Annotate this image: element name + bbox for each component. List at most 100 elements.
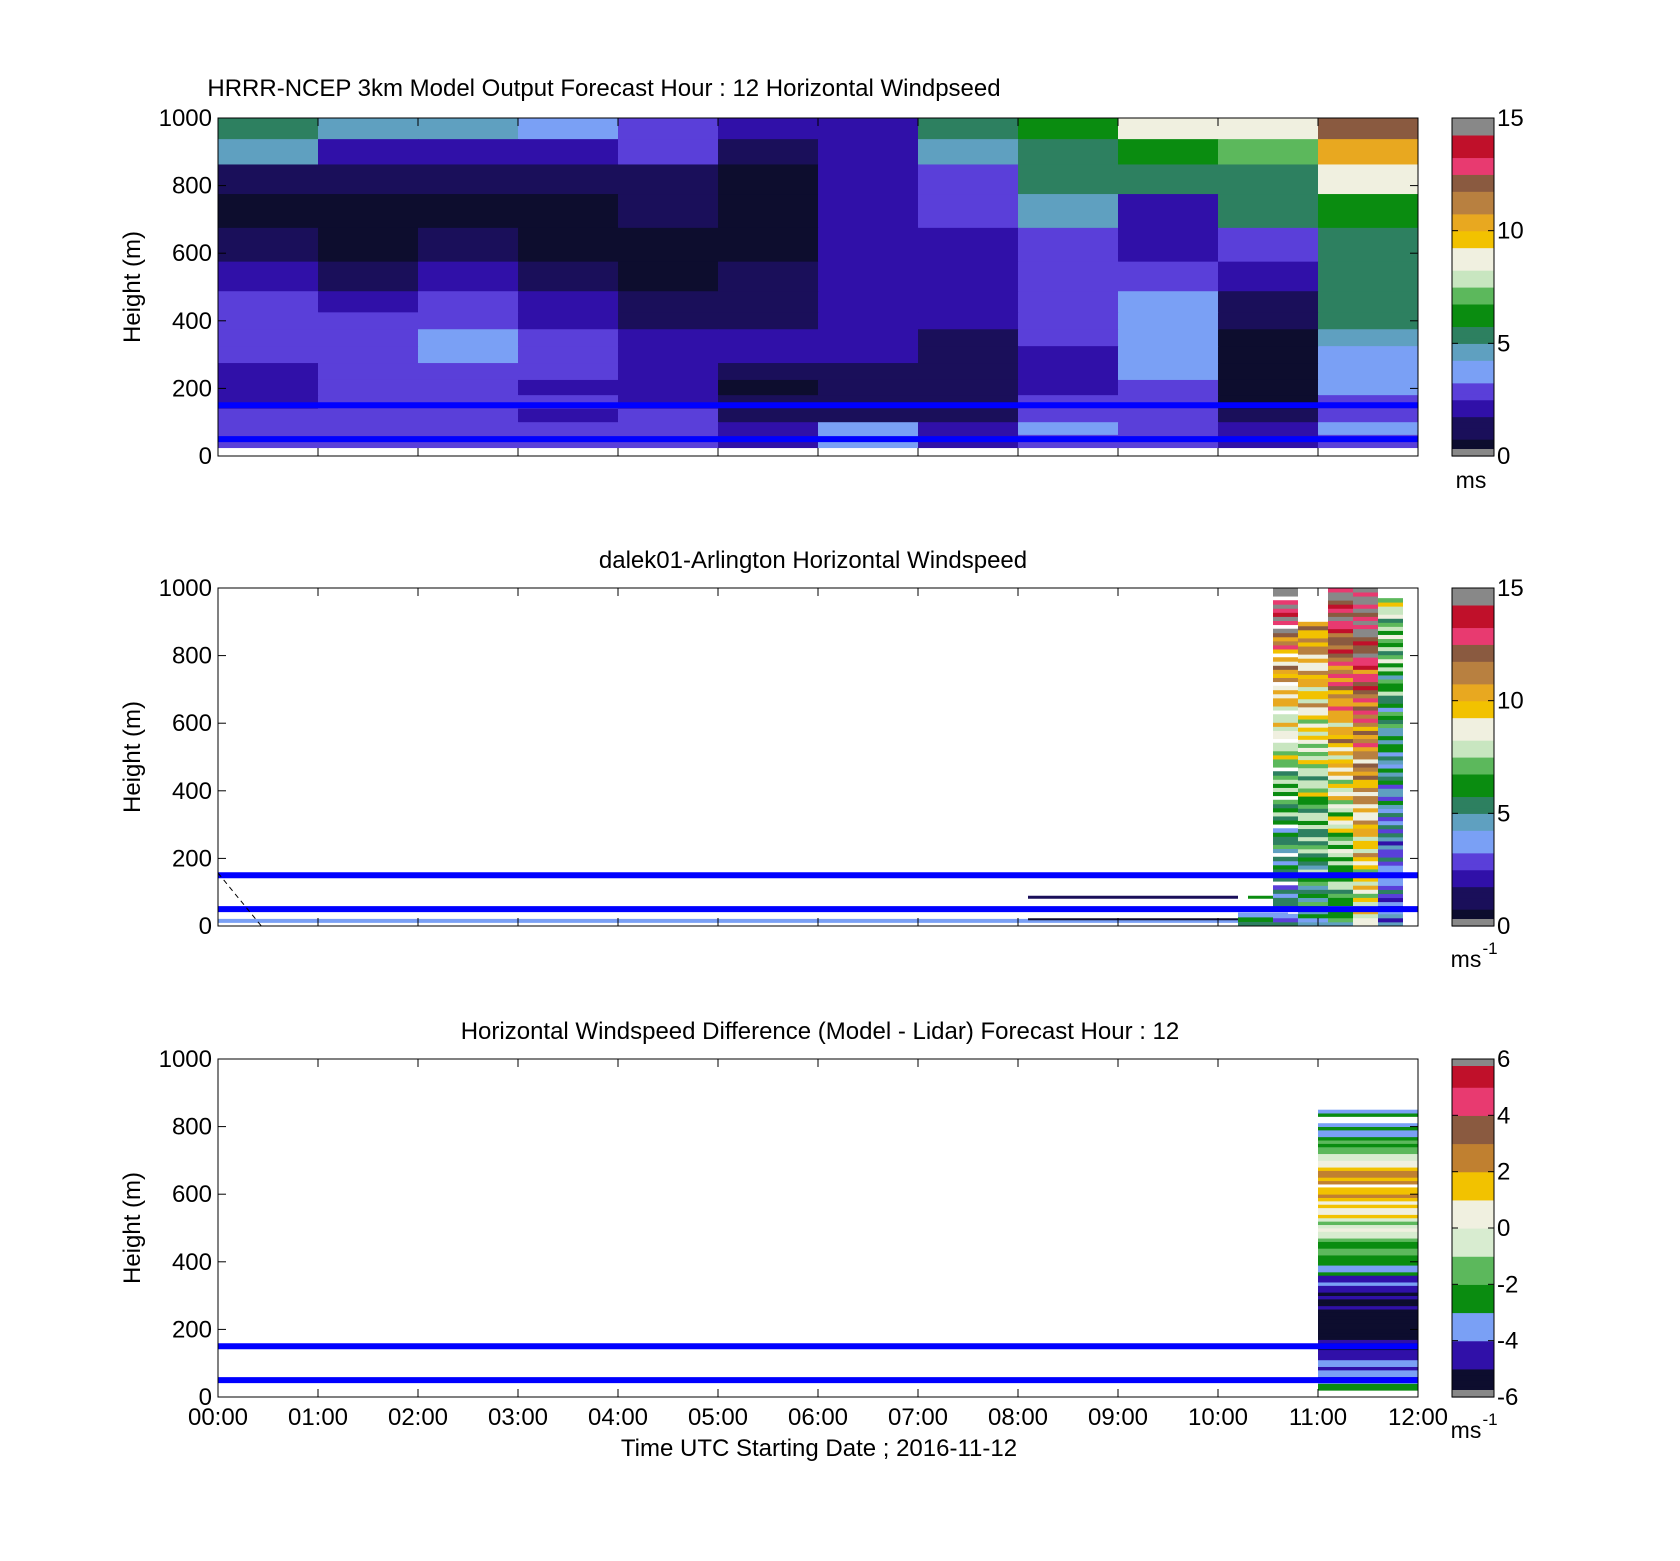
heatmap-cell (1298, 885, 1328, 890)
heatmap-cell (1328, 917, 1353, 923)
colorbar-segment (1452, 711, 1494, 719)
heatmap-cell (1298, 759, 1328, 765)
y-tick-label: 800 (172, 1114, 212, 1141)
colorbar-segment (1452, 1137, 1494, 1145)
heatmap-cell (1318, 363, 1419, 381)
heatmap-cell (1298, 682, 1328, 688)
heatmap-cell (1353, 689, 1378, 695)
heatmap-cell (1273, 746, 1298, 752)
heatmap-cell (1328, 775, 1353, 780)
heatmap-cell (918, 164, 1019, 195)
heatmap-cell (1378, 662, 1403, 668)
heatmap-cell (718, 346, 819, 364)
heatmap-cell (718, 422, 819, 436)
heatmap-cell (1328, 807, 1353, 813)
x-tick-label: 03:00 (488, 1404, 548, 1431)
heatmap-cell (318, 363, 419, 381)
heatmap-cell (418, 422, 519, 436)
colorbar-segment (1452, 633, 1494, 640)
colorbar-tick-label: -4 (1497, 1328, 1518, 1355)
heatmap-cell (1353, 836, 1378, 841)
y-axis: 0 200 400 600 800 1000 (159, 1046, 1418, 1411)
heatmap-cell (1298, 820, 1328, 825)
colorbar-segment (1452, 253, 1494, 260)
heatmap-cell (1273, 803, 1298, 809)
heatmap-cell (1328, 746, 1353, 752)
heatmap-cell (1218, 329, 1319, 347)
heatmap-cell (1353, 734, 1378, 740)
heatmap-cell (1298, 731, 1328, 736)
heatmap-cell (1328, 897, 1353, 902)
heatmap-cell (1378, 638, 1403, 644)
colorbar-segment (1452, 208, 1494, 215)
heatmap-cell (1298, 702, 1328, 708)
heatmap-cell (1353, 913, 1378, 919)
heatmap-cell (1353, 811, 1378, 817)
heatmap-cell (1353, 820, 1378, 825)
heatmap-cell (1298, 755, 1328, 761)
heatmap-cell (1298, 751, 1328, 757)
heatmap-cell (1318, 1339, 1418, 1344)
heatmap-cell (1328, 864, 1353, 870)
heatmap-cell (1273, 689, 1298, 695)
heatmap-cell (718, 363, 819, 381)
heatmap-cell (1378, 865, 1403, 870)
heatmap-cell (1318, 1298, 1418, 1303)
heatmap-cell (1273, 820, 1298, 825)
heatmap-cell (1353, 848, 1378, 854)
colorbar-segment (1452, 1390, 1494, 1397)
heatmap-cell (1353, 816, 1378, 821)
heatmap-cell (1318, 1129, 1418, 1134)
heatmap-cell (1273, 734, 1298, 740)
heatmap-cell (1318, 1194, 1418, 1198)
heatmap-cell (418, 408, 519, 423)
heatmap-cell (1378, 893, 1403, 899)
colorbar-segment (1452, 1075, 1494, 1083)
heatmap-cell (1318, 1295, 1418, 1300)
heatmap-cell (1353, 702, 1378, 707)
colorbar-segment (1452, 734, 1494, 741)
heatmap-cell (1318, 1282, 1418, 1286)
heatmap-cell (1378, 711, 1403, 716)
heatmap-cell (1273, 885, 1298, 890)
heatmap-cell (1318, 1146, 1418, 1151)
heatmap-cell (518, 194, 619, 229)
heatmap-cell (1273, 856, 1298, 862)
colorbar-segment (1452, 1301, 1494, 1308)
colorbar-tick-label: 15 (1497, 575, 1524, 602)
heatmap-cell (1328, 649, 1353, 654)
colorbar-segment (1452, 230, 1494, 237)
heatmap-cell (818, 227, 919, 263)
heatmap-cell (1378, 760, 1403, 765)
heatmap-cell (1353, 697, 1378, 703)
heatmap-cell (1218, 164, 1319, 195)
heatmap-cell (1353, 868, 1378, 874)
guide-lines (218, 872, 1418, 913)
heatmap-cell (218, 118, 319, 140)
heatmap-cell (1353, 738, 1378, 744)
colorbar-segment (1452, 129, 1494, 136)
heatmap-cell (1318, 194, 1419, 229)
heatmap-cell (1328, 604, 1353, 609)
colorbar-segment (1452, 751, 1494, 758)
heatmap-cell (1353, 917, 1378, 923)
y-tick-label: 600 (172, 240, 212, 267)
heatmap-cell (1298, 840, 1328, 846)
heatmap-cell (1118, 164, 1219, 195)
heatmap-cell (1328, 665, 1353, 670)
colorbar-segment (1452, 1205, 1494, 1212)
heatmap-cell (1318, 1113, 1418, 1117)
heatmap-cell (1328, 673, 1353, 678)
heatmap-cell (1378, 849, 1403, 854)
heatmap-cell (1218, 139, 1319, 165)
colorbar-segment (1452, 315, 1494, 322)
heatmap-cell (1378, 747, 1403, 753)
heatmap-cell (1353, 661, 1378, 666)
heatmap-cell (418, 363, 519, 381)
x-tick-label: 02:00 (388, 1404, 448, 1431)
heatmap-cell (1328, 661, 1353, 666)
heatmap-cell (1378, 812, 1403, 818)
heatmap-cell (1328, 824, 1353, 829)
heatmap-cell (318, 408, 419, 423)
colorbar-segment (1452, 348, 1494, 356)
